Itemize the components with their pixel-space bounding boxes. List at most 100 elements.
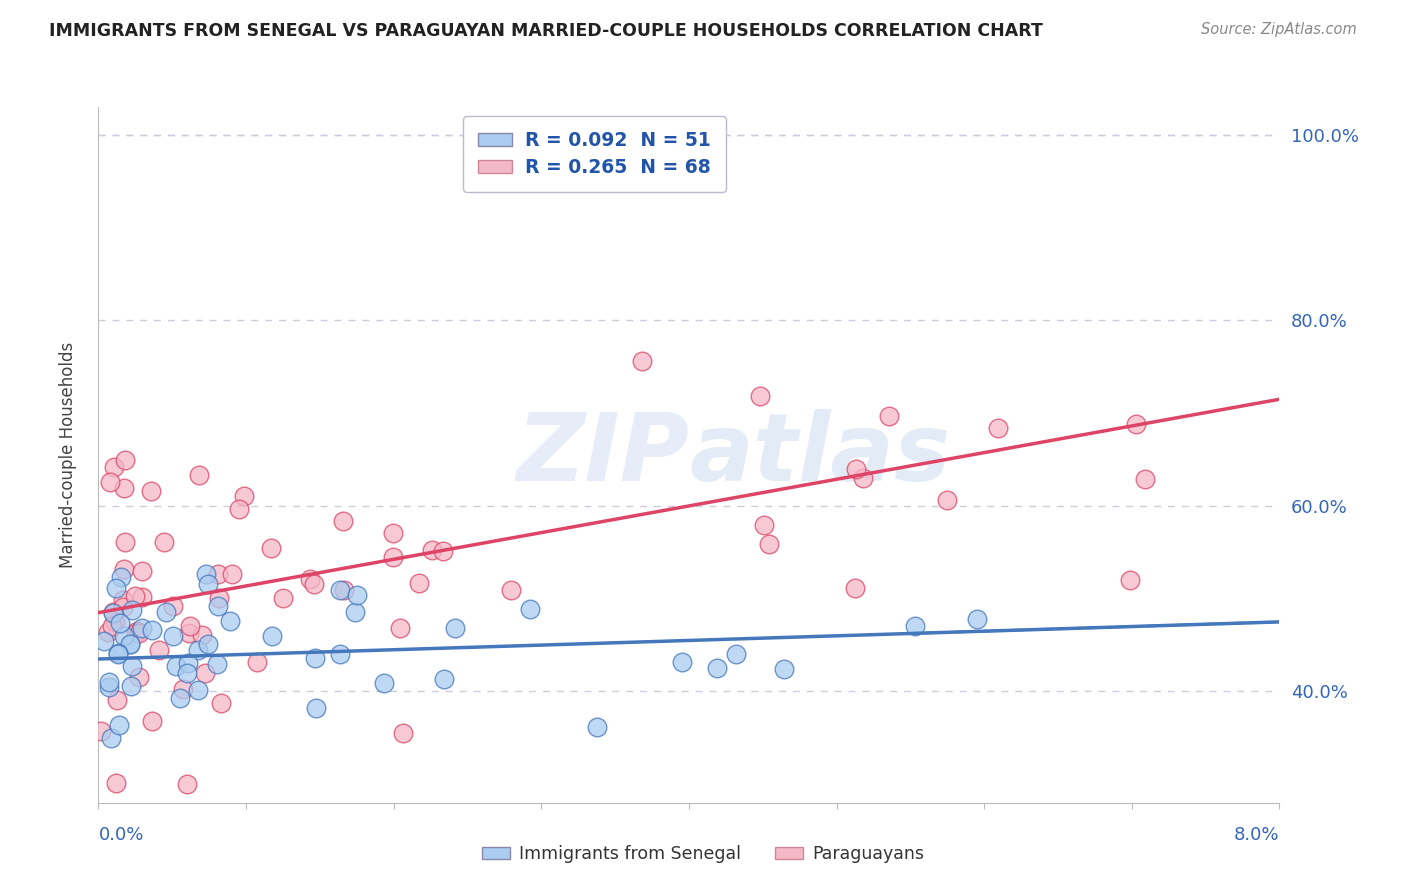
Point <box>392 725 415 739</box>
Point <box>207 566 229 581</box>
Point <box>706 661 728 675</box>
Point <box>114 535 136 549</box>
Point <box>382 549 405 564</box>
Point <box>176 777 198 791</box>
Point <box>966 612 988 626</box>
Point <box>260 541 283 555</box>
Point <box>332 514 354 528</box>
Point <box>433 672 456 686</box>
Point <box>519 602 541 616</box>
Point <box>103 606 125 620</box>
Point <box>128 625 150 640</box>
Y-axis label: Married-couple Households: Married-couple Households <box>59 342 77 568</box>
Point <box>108 717 131 731</box>
Point <box>162 599 184 613</box>
Point <box>90 724 112 739</box>
Point <box>344 605 367 619</box>
Point <box>671 656 693 670</box>
Point <box>246 655 269 669</box>
Point <box>221 566 243 581</box>
Point <box>408 576 430 591</box>
Point <box>190 627 212 641</box>
Point <box>207 657 229 672</box>
Point <box>108 615 131 630</box>
Point <box>148 643 170 657</box>
Point <box>187 642 209 657</box>
Point <box>107 647 129 661</box>
Legend: Immigrants from Senegal, Paraguayans: Immigrants from Senegal, Paraguayans <box>475 838 931 870</box>
Point <box>844 582 866 596</box>
Point <box>162 629 184 643</box>
Point <box>630 354 652 368</box>
Point <box>501 582 523 597</box>
Point <box>103 459 125 474</box>
Point <box>131 565 153 579</box>
Point <box>188 467 211 482</box>
Text: IMMIGRANTS FROM SENEGAL VS PARAGUAYAN MARRIED-COUPLE HOUSEHOLDS CORRELATION CHAR: IMMIGRANTS FROM SENEGAL VS PARAGUAYAN MA… <box>49 22 1043 40</box>
Point <box>194 666 217 681</box>
Point <box>197 576 219 591</box>
Point <box>112 628 135 642</box>
Point <box>444 621 467 635</box>
Text: ZIP: ZIP <box>516 409 689 501</box>
Point <box>304 651 326 665</box>
Point <box>752 517 775 532</box>
Point <box>724 647 747 661</box>
Point <box>987 420 1010 434</box>
Point <box>1119 574 1142 588</box>
Point <box>107 647 129 661</box>
Text: 0.0%: 0.0% <box>98 826 143 844</box>
Point <box>329 647 352 661</box>
Point <box>271 591 294 605</box>
Point <box>260 629 283 643</box>
Point <box>104 582 127 596</box>
Point <box>104 615 127 629</box>
Point <box>139 484 162 499</box>
Point <box>194 566 217 581</box>
Point <box>877 409 900 424</box>
Point <box>197 637 219 651</box>
Point <box>346 588 368 602</box>
Point <box>120 636 142 650</box>
Point <box>141 624 163 638</box>
Point <box>105 776 128 790</box>
Point <box>935 492 957 507</box>
Point <box>420 543 443 558</box>
Point <box>153 534 176 549</box>
Point <box>101 619 124 633</box>
Point <box>141 714 163 728</box>
Point <box>298 572 321 586</box>
Text: 8.0%: 8.0% <box>1234 826 1279 844</box>
Point <box>125 624 148 638</box>
Point <box>111 593 134 607</box>
Point <box>207 599 229 613</box>
Point <box>118 637 141 651</box>
Point <box>389 620 412 634</box>
Point <box>748 389 770 403</box>
Text: Source: ZipAtlas.com: Source: ZipAtlas.com <box>1201 22 1357 37</box>
Point <box>1125 417 1147 431</box>
Point <box>208 591 231 605</box>
Point <box>179 626 201 640</box>
Point <box>228 501 250 516</box>
Point <box>131 590 153 604</box>
Point <box>169 691 191 706</box>
Point <box>97 680 120 694</box>
Point <box>329 582 352 597</box>
Point <box>165 658 187 673</box>
Point <box>1135 472 1157 486</box>
Point <box>111 600 134 615</box>
Point <box>114 453 136 467</box>
Point <box>852 471 875 485</box>
Point <box>105 693 128 707</box>
Point <box>128 670 150 684</box>
Point <box>112 481 135 495</box>
Point <box>97 625 120 640</box>
Point <box>845 461 868 475</box>
Point <box>112 562 135 576</box>
Point <box>131 621 153 635</box>
Point <box>120 679 142 693</box>
Point <box>302 577 325 591</box>
Point <box>100 731 122 745</box>
Point <box>233 489 256 503</box>
